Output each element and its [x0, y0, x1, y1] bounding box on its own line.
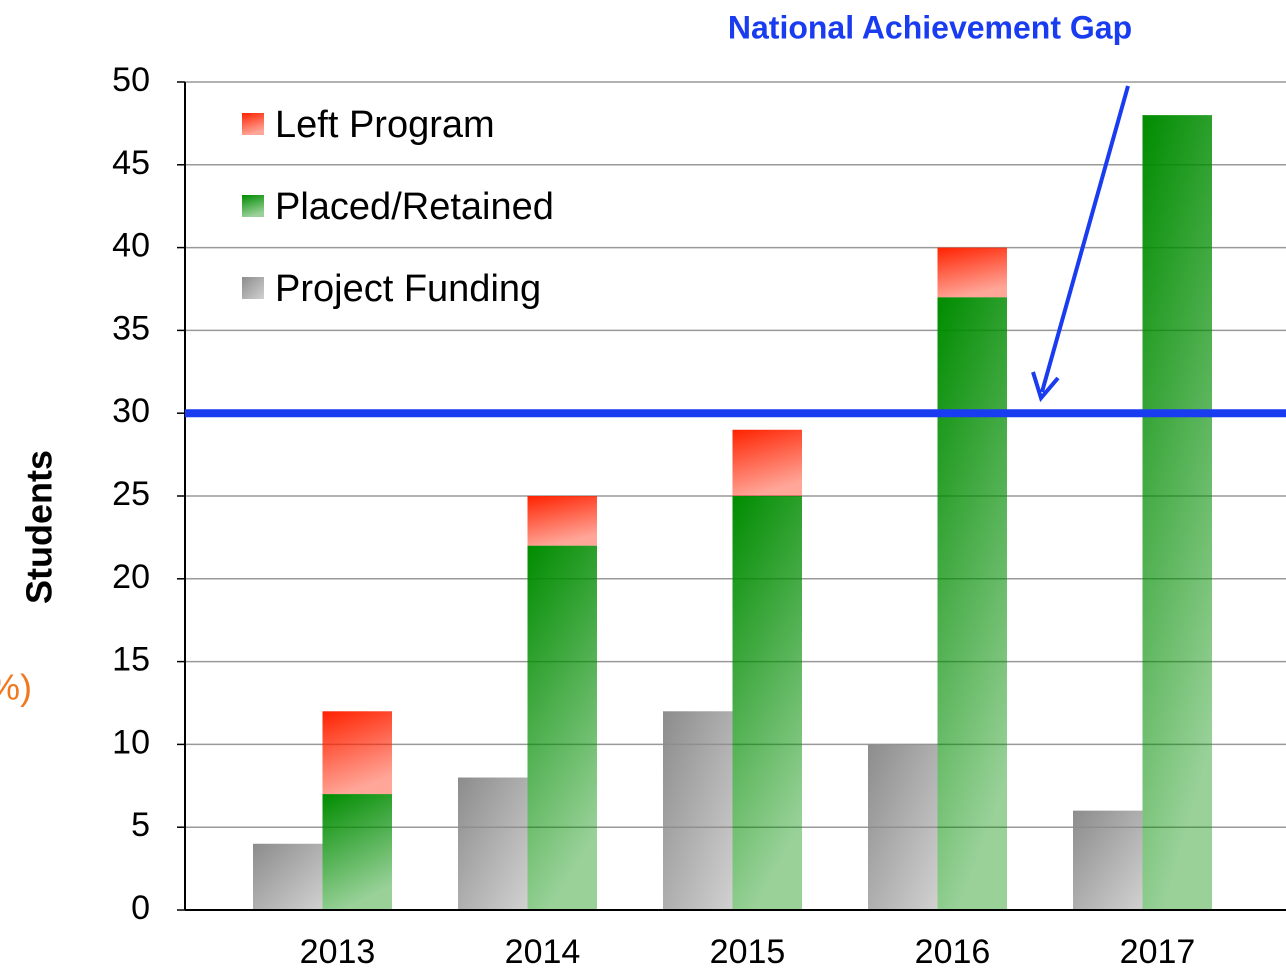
- bar: [458, 777, 528, 910]
- annotation-arrow: [1040, 85, 1130, 393]
- legend-swatch: [242, 277, 264, 299]
- annotation: National Achievement Gap: [728, 9, 1132, 45]
- bar: [937, 247, 1007, 298]
- bar: [527, 545, 597, 910]
- x-tick-label: 2013: [300, 933, 376, 971]
- y-tick-label: 45: [112, 144, 150, 182]
- y-tick-label: 35: [112, 309, 150, 347]
- y-tick-label: 10: [112, 723, 150, 761]
- y-axis-label: Students: [19, 450, 60, 604]
- bar: [1073, 810, 1143, 910]
- bar: [527, 496, 597, 546]
- x-tick-label: 2016: [915, 933, 991, 971]
- side-note: %): [0, 667, 32, 708]
- legend-label: Left Program: [275, 104, 495, 146]
- bar: [1142, 115, 1212, 911]
- arrow-head: [1031, 371, 1060, 403]
- y-tick-label: 25: [112, 475, 150, 513]
- y-tick-label: 50: [112, 61, 150, 99]
- y-tick-label: 15: [112, 641, 150, 679]
- legend-label: Project Funding: [275, 268, 541, 310]
- y-tick-label: 5: [131, 806, 150, 844]
- y-tick-label: 0: [131, 889, 150, 927]
- bar: [322, 794, 392, 910]
- bar: [663, 711, 733, 910]
- legend-swatch: [242, 113, 264, 135]
- x-tick-label: 2017: [1120, 933, 1196, 971]
- bar: [732, 429, 802, 496]
- bar: [253, 843, 323, 910]
- legend-label: Placed/Retained: [275, 186, 554, 228]
- x-tick-label: 2015: [710, 933, 786, 971]
- plot-area: 0 5 10 15 20 25 30 35 40 45 50 2013 2014 2015 2016 2017…: [112, 61, 1286, 971]
- bar: [868, 744, 938, 910]
- y-tick-label: 20: [112, 558, 150, 596]
- bar: [937, 297, 1007, 910]
- x-tick-label: 2014: [505, 933, 581, 971]
- y-tick-label: 40: [112, 227, 150, 265]
- bar: [732, 496, 802, 910]
- legend-swatch: [242, 195, 264, 217]
- bar: [322, 711, 392, 795]
- y-tick-label: 30: [112, 392, 150, 430]
